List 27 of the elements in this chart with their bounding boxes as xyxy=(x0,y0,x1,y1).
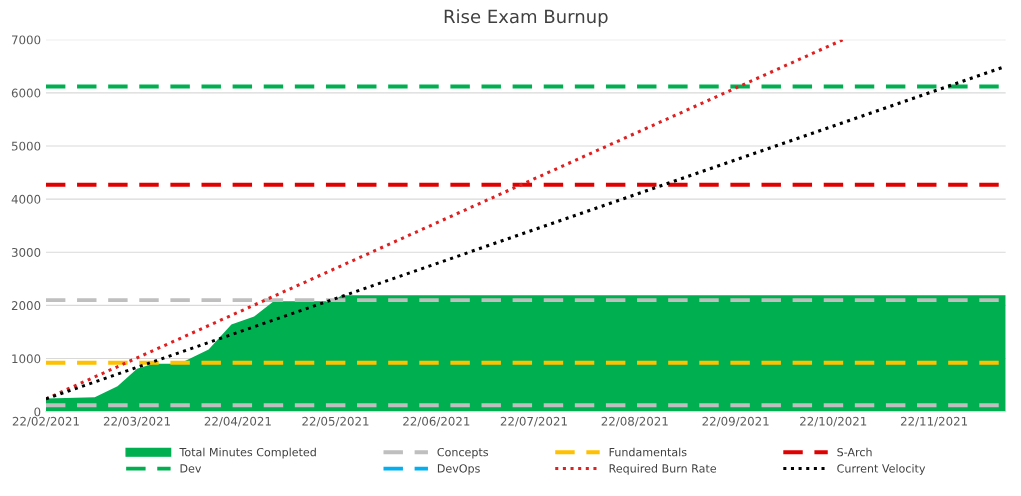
x-tick-label: 22/09/2021 xyxy=(702,416,769,427)
x-tick-label: 22/11/2021 xyxy=(900,416,968,427)
x-tick-label: 22/08/2021 xyxy=(601,416,668,427)
x-tick-label: 22/02/2021 xyxy=(12,416,79,427)
y-tick-label: 3000 xyxy=(11,247,41,257)
y-tick-label: 7000 xyxy=(12,35,41,45)
legend-label: DevOps xyxy=(437,464,480,475)
y-tick-label: 2000 xyxy=(11,301,41,311)
x-tick-label: 22/05/2021 xyxy=(302,416,369,427)
y-tick-label: 6000 xyxy=(11,88,41,98)
legend-label: Required Burn Rate xyxy=(609,464,717,475)
legend-label: Total Minutes Completed xyxy=(179,447,316,459)
x-tick-label: 22/06/2021 xyxy=(403,416,470,427)
legend-label: Concepts xyxy=(437,447,489,459)
chart-title: Rise Exam Burnup xyxy=(444,9,608,27)
y-tick-label: 1000 xyxy=(12,354,41,364)
legend-label: Fundamentals xyxy=(609,447,687,457)
y-tick-label: 0 xyxy=(34,407,41,417)
x-tick-label: 22/07/2021 xyxy=(500,416,567,427)
x-tick-label: 22/03/2021 xyxy=(103,416,170,427)
legend-label: Dev xyxy=(180,464,202,473)
x-tick-label: 22/04/2021 xyxy=(204,416,271,427)
y-tick-label: 4000 xyxy=(11,194,41,204)
legend-label: S-Arch xyxy=(837,447,872,457)
legend-label: Current Velocity xyxy=(837,464,926,475)
x-tick-label: 22/10/2021 xyxy=(800,416,867,427)
y-tick-label: 5000 xyxy=(11,141,41,151)
